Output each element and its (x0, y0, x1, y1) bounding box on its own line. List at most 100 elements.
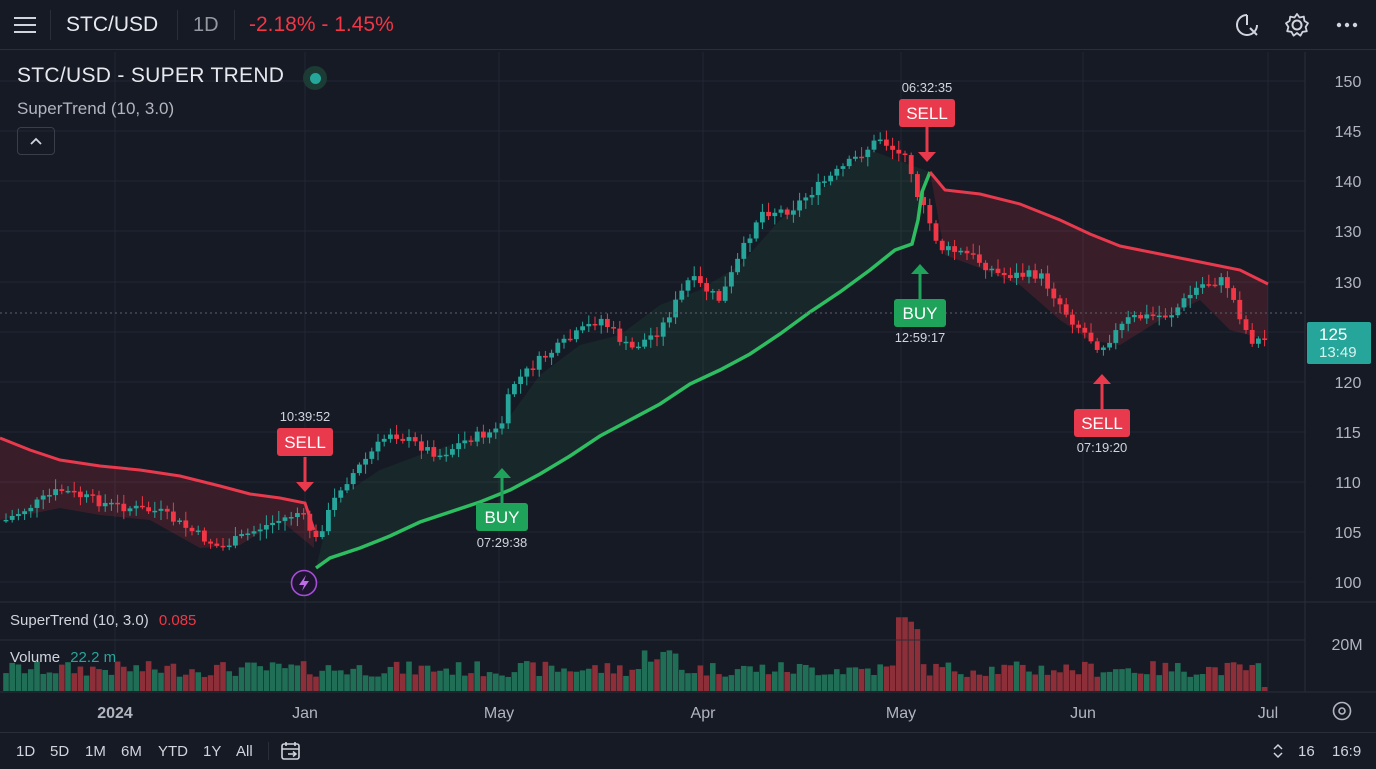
range-1d[interactable]: 1D (16, 742, 36, 760)
price-change: -2.18% - 1.45% (249, 13, 394, 36)
supertrend-fill-up (316, 150, 930, 568)
time-tick-label: May (484, 705, 514, 722)
volume-bar (183, 674, 189, 691)
candle-body (853, 156, 858, 159)
sell-signal[interactable]: SELL 07:19:20 (1074, 374, 1130, 455)
volume-bar (1075, 674, 1082, 691)
volume-bar (660, 651, 666, 691)
candle-body (846, 158, 852, 167)
bottom-right-value[interactable]: 16 (1298, 742, 1315, 760)
signal-arrowhead (911, 264, 929, 274)
range-1y[interactable]: 1Y (203, 742, 222, 760)
candle-body (239, 534, 244, 537)
candle-body (493, 428, 499, 433)
volume-bar (871, 675, 877, 691)
volume-bar (759, 664, 766, 691)
candle-body (766, 211, 771, 217)
volume-bar (586, 668, 592, 691)
range-5d[interactable]: 5D (50, 742, 70, 760)
signal-badge (476, 503, 528, 531)
calendar-range-icon[interactable] (280, 740, 302, 762)
lightning-icon[interactable] (290, 569, 318, 597)
candle-body (264, 525, 269, 530)
volume-bar (393, 661, 400, 691)
volume-bar (716, 674, 722, 691)
volume-bar (493, 673, 499, 691)
candle-body (772, 212, 778, 217)
volume-bar (127, 671, 133, 691)
volume-bar (703, 675, 710, 691)
candle-body (1076, 324, 1081, 328)
candle-body (623, 341, 629, 344)
volume-bar (214, 664, 220, 691)
volume-bar (437, 670, 443, 691)
volume-bar (1051, 670, 1057, 691)
candle-body (146, 507, 151, 512)
sell-signal[interactable]: SELL 10:39:52 (277, 409, 333, 492)
candle-body (574, 330, 579, 340)
indicator-label[interactable]: SuperTrend (10, 3.0) (17, 99, 175, 118)
gear-icon[interactable] (1282, 10, 1312, 40)
candle-body (989, 268, 995, 271)
volume-bar (1261, 687, 1268, 691)
volume-bar (1113, 669, 1119, 691)
candle-body (549, 352, 554, 358)
range-1m[interactable]: 1M (85, 742, 106, 760)
volume-bar (629, 669, 635, 691)
volume-pane-label[interactable]: Volume (10, 649, 61, 666)
volume-bar (604, 663, 611, 691)
candle-body (202, 530, 207, 542)
candle-body (363, 458, 368, 465)
volume-bar (195, 672, 201, 691)
volume-bar (530, 662, 536, 691)
candle-body (933, 223, 939, 241)
range-ytd[interactable]: YTD (158, 742, 188, 760)
candle-body (704, 283, 709, 292)
candle-body (512, 384, 517, 395)
range-6m[interactable]: 6M (121, 742, 142, 760)
range-all[interactable]: All (236, 742, 253, 760)
candle-body (964, 250, 970, 254)
candle-body (96, 495, 102, 507)
candle-body (660, 322, 666, 337)
volume-bar (158, 672, 164, 691)
sort-arrows-icon[interactable] (1272, 742, 1284, 760)
volume-bar (176, 676, 183, 691)
more-icon[interactable] (1332, 10, 1362, 40)
volume-bar (672, 653, 679, 691)
candle-body (753, 222, 759, 239)
sell-signal[interactable]: SELL 06:32:35 (899, 80, 955, 162)
timeframe-selector[interactable]: 1D (193, 13, 219, 36)
volume-bar (536, 675, 542, 691)
volume-bar (189, 669, 195, 691)
chevron-up-icon[interactable] (17, 127, 55, 155)
volume-bar (765, 674, 772, 691)
candle-body (1156, 315, 1162, 318)
buy-signal[interactable]: BUY 07:29:38 (476, 468, 528, 550)
symbol-selector[interactable]: STC/USD (66, 13, 159, 36)
settings-icon[interactable] (1332, 701, 1352, 721)
candle-body (1032, 270, 1038, 279)
indicator-icon[interactable] (1232, 10, 1262, 40)
buy-signal[interactable]: BUY 12:59:17 (894, 264, 946, 345)
candle-body (375, 441, 381, 452)
volume-bar (517, 663, 524, 691)
volume-bar (381, 673, 387, 691)
candle-body (896, 149, 902, 154)
price-chart[interactable]: SELL 10:39:52 BUY 07:29:38 SELL 06:32:35 BUY 12… (0, 0, 1376, 732)
hamburger-menu-icon[interactable] (10, 10, 40, 40)
volume-bar (207, 675, 214, 691)
volume-bar (387, 666, 394, 691)
volume-bar (220, 662, 226, 691)
aspect-ratio[interactable]: 16:9 (1332, 742, 1362, 760)
volume-bar (474, 661, 480, 691)
candle-body (226, 545, 232, 548)
supertrend-pane-label[interactable]: SuperTrend (10, 3.0) (10, 612, 149, 629)
volume-bar (201, 676, 208, 691)
candle-body (952, 246, 957, 252)
volume-bar (375, 676, 381, 691)
supertrend-lines (0, 171, 1269, 570)
candle-body (158, 508, 164, 511)
candle-body (53, 489, 58, 496)
volume-bar (325, 665, 332, 691)
